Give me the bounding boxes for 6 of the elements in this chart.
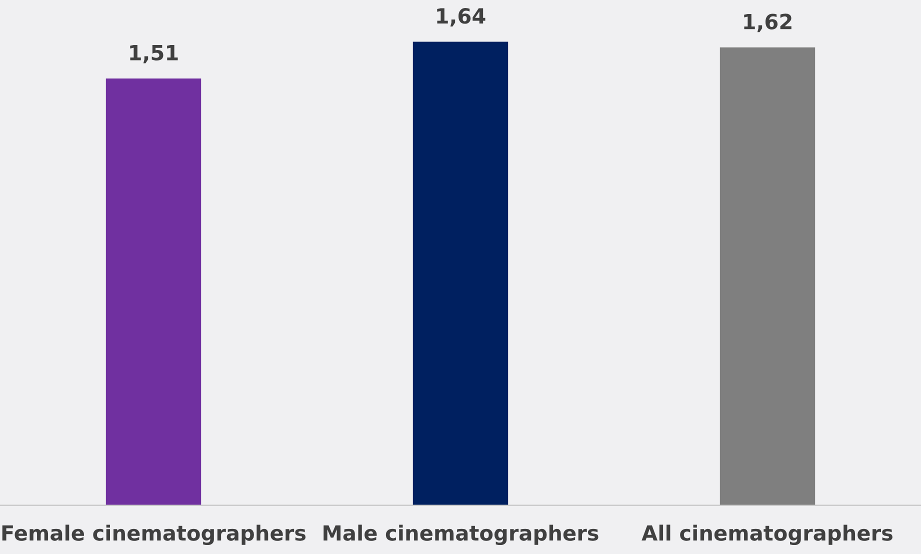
data-label: 1,64: [437, 8, 486, 26]
x-tick-label: All cinematographers: [642, 524, 892, 546]
x-tick-label: Female cinematographers: [2, 524, 306, 546]
x-tick-label: Male cinematographers: [324, 524, 598, 546]
data-label: 1,51: [130, 45, 178, 64]
data-label: 1,62: [744, 14, 792, 32]
